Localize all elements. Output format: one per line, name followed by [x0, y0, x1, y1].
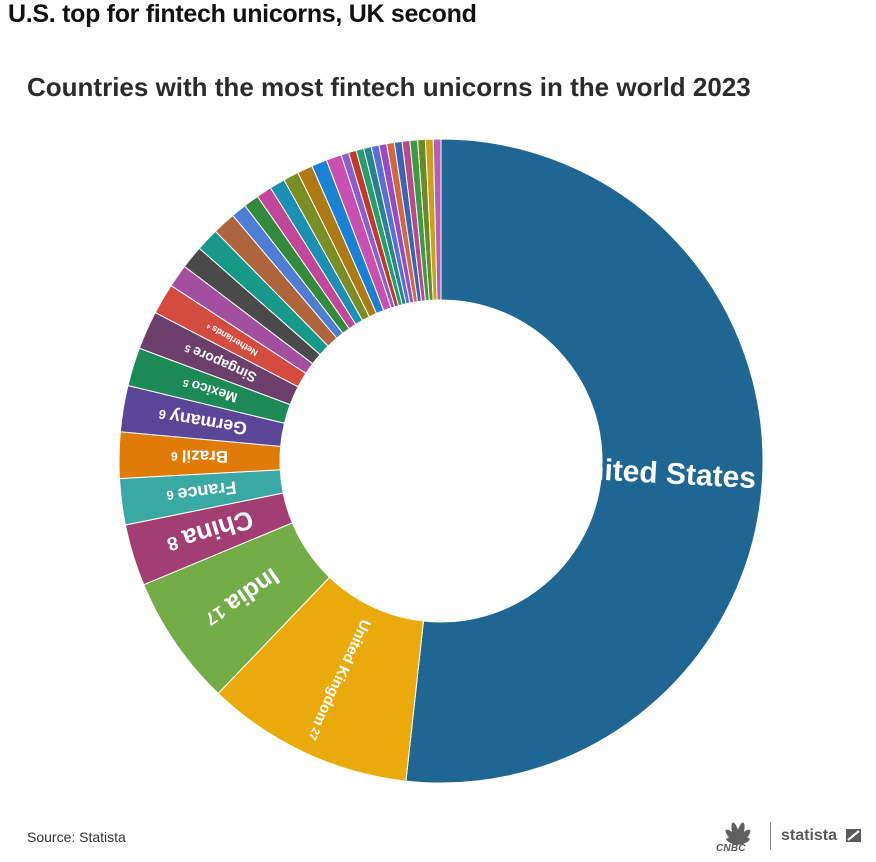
slice-united-states [405, 138, 764, 784]
statista-icon [846, 829, 862, 842]
chart-title: Countries with the most fintech unicorns… [27, 72, 751, 102]
headline: U.S. top for fintech unicorns, UK second [8, 0, 477, 28]
cnbc-wordmark: CNBC [716, 843, 746, 854]
source-note: Source: Statista [27, 829, 126, 845]
slice-unlabeled-34 [432, 138, 442, 301]
peacock-icon [725, 822, 751, 845]
statista-logo: statista [781, 827, 862, 845]
statista-wordmark: statista [781, 827, 838, 844]
slice-label-brazil: Brazil6 [171, 447, 229, 467]
logo-strip: CNBC statista [712, 816, 862, 856]
logo-divider [770, 822, 771, 850]
cnbc-logo: CNBC [712, 816, 764, 856]
slice-united-kingdom [217, 576, 425, 782]
